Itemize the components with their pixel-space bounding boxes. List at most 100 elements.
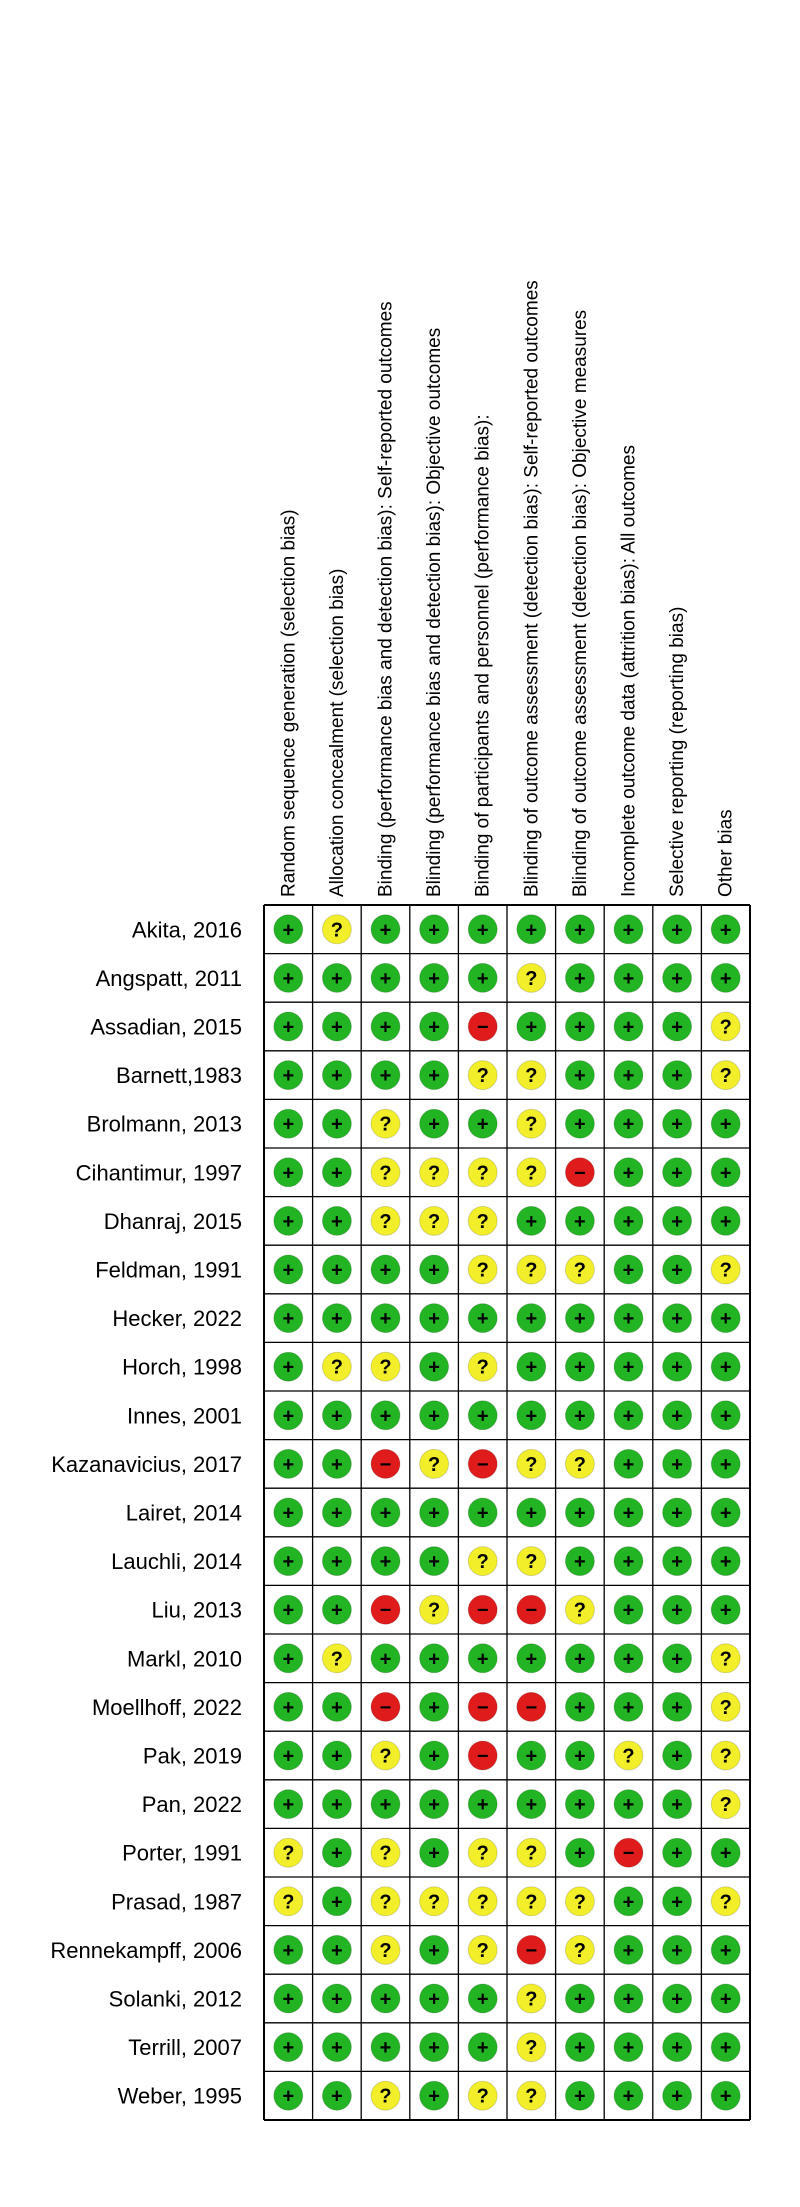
rating-low-dot [370,1060,401,1091]
rating-unclear-dot [710,1691,741,1722]
rating-low: + [710,1546,741,1577]
rating-unclear-symbol: ? [477,1065,489,1087]
rating-low: + [564,1205,595,1236]
rating-low-symbol: + [380,919,392,941]
rating-low: + [662,914,693,945]
rating-low-symbol: + [380,968,392,990]
rating-low: + [516,914,547,945]
rating-low-symbol: + [380,1065,392,1087]
rating-low-dot [419,1060,450,1091]
rating-high-symbol: − [380,1454,392,1476]
rating-low: + [564,1497,595,1528]
rating-low: + [662,1789,693,1820]
rating-low-dot [321,1011,352,1042]
rating-unclear: ? [370,1205,401,1236]
rating-low-symbol: + [477,968,489,990]
rating-low: + [564,1837,595,1868]
rating-low: + [370,1643,401,1674]
rating-unclear-dot [370,1886,401,1917]
rating-low-dot [613,914,644,945]
rating-low-dot [613,1594,644,1625]
rating-low-dot [613,1254,644,1285]
study-label: Assadian, 2015 [90,1015,242,1040]
rating-low-symbol: + [623,968,635,990]
rating-low-symbol: + [477,2037,489,2059]
rating-low: + [662,1205,693,1236]
rating-unclear-symbol: ? [428,1454,440,1476]
rating-low-symbol: + [623,1162,635,1184]
rating-low: + [273,1205,304,1236]
rating-unclear: ? [516,1837,547,1868]
rating-unclear-symbol: ? [525,1843,537,1865]
rating-unclear: ? [516,2080,547,2111]
rating-unclear-symbol: ? [379,2086,391,2108]
rating-low-dot [662,1108,693,1139]
rating-low: + [710,1400,741,1431]
rating-low-dot [662,1303,693,1334]
rating-low: + [321,1691,352,1722]
rating-unclear-dot [419,1448,450,1479]
rating-low-dot [564,1789,595,1820]
study-label: Moellhoff, 2022 [92,1695,242,1720]
rating-low-dot [662,1886,693,1917]
domain-header: Incomplete outcome data (attrition bias)… [619,445,640,897]
rating-unclear-symbol: ? [282,1891,294,1913]
rating-low: + [662,1886,693,1917]
rating-low: + [710,1303,741,1334]
rating-low-symbol: + [477,1405,489,1427]
rating-low-symbol: + [525,919,537,941]
rating-low-dot [613,1400,644,1431]
rating-low-symbol: + [574,1551,586,1573]
rating-low: + [662,1303,693,1334]
rating-low-symbol: + [282,1746,294,1768]
rating-low: + [662,1400,693,1431]
rating-low-symbol: + [282,1211,294,1233]
rating-low-dot [662,1740,693,1771]
rating-low-dot [613,1643,644,1674]
rating-low-symbol: + [720,919,732,941]
rating-low-symbol: + [282,1697,294,1719]
rating-unclear-symbol: ? [720,1260,732,1282]
rating-low-symbol: + [380,1308,392,1330]
rating-low-dot [710,962,741,993]
rating-low-symbol: + [525,1308,537,1330]
rating-low-symbol: + [331,1211,343,1233]
rating-low-dot [273,2080,304,2111]
rating-low-dot [321,1934,352,1965]
rating-low-symbol: + [671,2037,683,2059]
domain-header: Binding (performance bias and detection … [376,301,397,897]
rating-low-symbol: + [380,1017,392,1039]
rating-low-dot [516,1351,547,1382]
rating-unclear: ? [467,1205,498,1236]
rating-low: + [710,1205,741,1236]
rating-low-dot [419,1011,450,1042]
rating-low-symbol: + [671,1260,683,1282]
rating-low-symbol: + [282,1940,294,1962]
rating-high-dot [370,1691,401,1722]
rating-low-dot [564,914,595,945]
rating-low-symbol: + [331,1746,343,1768]
rating-unclear-dot [467,1254,498,1285]
rating-low: + [370,1497,401,1528]
rating-high-symbol: − [623,1843,635,1865]
rating-low-symbol: + [720,1162,732,1184]
rating-low-dot [321,1837,352,1868]
rating-low-dot [564,1108,595,1139]
rating-low-symbol: + [574,1794,586,1816]
rating-low-symbol: + [428,1503,440,1525]
rating-low: + [419,1789,450,1820]
rating-low: + [613,1157,644,1188]
rating-low-dot [516,1497,547,1528]
rating-unclear: ? [710,1011,741,1042]
rating-low-symbol: + [720,1114,732,1136]
rating-low-symbol: + [574,1405,586,1427]
rating-unclear-dot [516,1108,547,1139]
domain-header: Blinding of outcome assessment (detectio… [521,280,542,897]
rating-low-dot [321,1691,352,1722]
rating-low: + [564,1740,595,1771]
rating-low: + [613,1886,644,1917]
rating-low-symbol: + [720,2086,732,2108]
rating-unclear-dot [370,1934,401,1965]
rating-low: + [613,2080,644,2111]
rating-unclear-dot [467,1546,498,1577]
